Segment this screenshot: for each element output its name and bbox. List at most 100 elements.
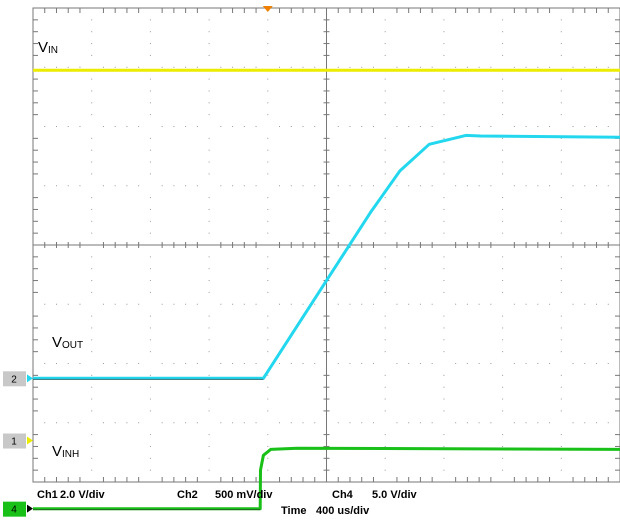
grid-dot xyxy=(384,374,386,376)
grid-dot xyxy=(607,185,609,187)
grid-dot xyxy=(443,161,445,163)
grid-dot xyxy=(91,434,93,436)
grid-dot xyxy=(478,363,480,364)
grid-dot xyxy=(173,66,175,68)
grid-dot xyxy=(560,43,562,45)
grid-dot xyxy=(443,19,445,21)
grid-dot xyxy=(44,66,46,68)
grid-dot xyxy=(560,339,562,341)
grid-dot xyxy=(560,434,562,436)
grid-dot xyxy=(185,185,187,187)
grid-dot xyxy=(67,66,69,68)
grid-dot xyxy=(91,469,93,471)
grid-dot xyxy=(102,185,104,187)
grid-dot xyxy=(443,78,445,80)
grid-dot xyxy=(208,197,210,199)
grid-dot xyxy=(67,363,69,364)
grid-dot xyxy=(102,66,104,68)
grid-dot xyxy=(396,303,398,305)
grid-dot xyxy=(91,339,93,341)
grid-dot xyxy=(384,457,386,459)
grid-dot xyxy=(185,363,187,364)
grid-dot xyxy=(243,185,245,187)
grid-dot xyxy=(431,66,433,68)
grid-dot xyxy=(44,363,46,364)
grid-dot xyxy=(149,208,151,210)
grid-dot xyxy=(149,469,151,471)
grid-dot xyxy=(560,398,562,400)
grid-dot xyxy=(384,19,386,21)
grid-dot xyxy=(79,66,81,68)
grid-dot xyxy=(466,363,468,364)
grid-dot xyxy=(502,434,504,436)
grid-dot xyxy=(55,126,57,127)
grid-dot xyxy=(243,422,245,424)
grid-dot xyxy=(384,54,386,56)
grid-dot xyxy=(267,54,269,56)
grid-dot xyxy=(443,351,445,353)
grid-dot xyxy=(502,102,504,104)
grid-dot xyxy=(455,363,457,364)
grid-dot xyxy=(290,66,292,68)
grid-dot xyxy=(537,126,539,127)
grid-dot xyxy=(79,126,81,127)
grid-dot xyxy=(267,386,269,388)
grid-dot xyxy=(455,66,457,68)
grid-dot xyxy=(149,197,151,199)
grid-dot xyxy=(384,469,386,471)
grid-dot xyxy=(537,363,539,364)
graticule xyxy=(32,7,620,483)
grid-dot xyxy=(255,185,257,187)
grid-dot xyxy=(149,43,151,45)
grid-dot xyxy=(502,19,504,21)
grid-dot xyxy=(537,422,539,424)
grid-dot xyxy=(443,31,445,33)
grid-dot xyxy=(208,351,210,353)
grid-dot xyxy=(220,363,222,364)
grid-dot xyxy=(126,66,128,68)
grid-dot xyxy=(560,445,562,447)
grid-dot xyxy=(196,422,198,424)
grid-dot xyxy=(560,410,562,412)
grid-dot xyxy=(185,303,187,305)
grid-dot xyxy=(279,422,281,424)
ch1-ground-marker-box xyxy=(3,433,26,449)
grid-dot xyxy=(443,173,445,175)
grid-dot xyxy=(384,445,386,447)
grid-dot xyxy=(502,445,504,447)
grid-dot xyxy=(502,161,504,163)
grid-dot xyxy=(267,102,269,104)
grid-dot xyxy=(79,185,81,187)
grid-dot xyxy=(91,31,93,33)
grid-dot xyxy=(560,386,562,388)
grid-dot xyxy=(149,114,151,116)
grid-dot xyxy=(149,386,151,388)
grid-dot xyxy=(537,66,539,68)
grid-dot xyxy=(185,66,187,68)
grid-dot xyxy=(490,422,492,424)
grid-dot xyxy=(208,280,210,282)
grid-dot xyxy=(290,363,292,364)
channel-markers: 2 4 1 xyxy=(3,371,33,517)
grid-dot xyxy=(396,185,398,187)
grid-dot xyxy=(220,303,222,305)
grid-dot xyxy=(208,268,210,270)
grid-dot xyxy=(584,185,586,187)
grid-dot xyxy=(560,19,562,21)
grid-dot xyxy=(243,126,245,127)
grid-dot xyxy=(149,339,151,341)
grid-dot xyxy=(361,363,363,364)
grid-dot xyxy=(55,66,57,68)
grid-dot xyxy=(513,363,515,364)
grid-dot xyxy=(208,90,210,92)
grid-dot xyxy=(490,185,492,187)
grid-dot xyxy=(607,422,609,424)
grid-dot xyxy=(560,31,562,33)
grid-dot xyxy=(443,54,445,56)
trace-labels: VIN VOUT VINH xyxy=(38,39,83,460)
ch1-ground-marker: 1 xyxy=(3,433,33,449)
grid-dot xyxy=(196,185,198,187)
grid-dot xyxy=(208,78,210,80)
grid-dot xyxy=(267,268,269,270)
